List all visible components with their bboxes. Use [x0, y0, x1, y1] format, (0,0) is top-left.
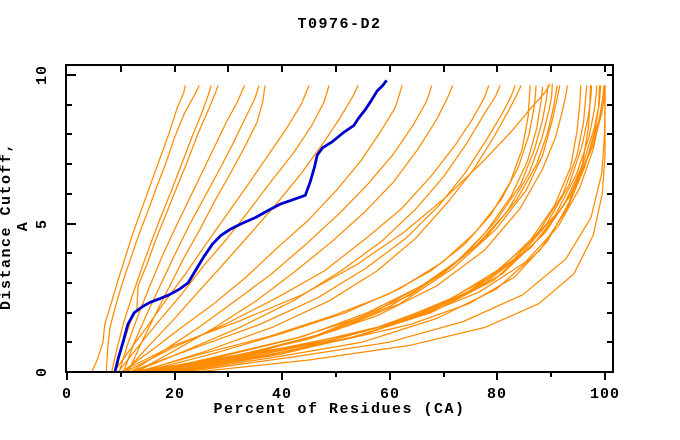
plot-frame — [65, 64, 614, 373]
model-curve — [121, 85, 403, 373]
x-axis-title: Percent of Residues (CA) — [213, 401, 466, 418]
model-curve — [157, 85, 598, 373]
y-tick-label: 5 — [34, 219, 51, 229]
x-tick-label: 20 — [165, 386, 185, 403]
model-curve — [129, 85, 516, 373]
model-curve — [136, 85, 606, 373]
model-curve — [125, 85, 592, 373]
model-curve — [179, 85, 601, 373]
model-curve — [120, 83, 551, 373]
model-curve — [122, 85, 260, 373]
x-tick-label: 80 — [487, 386, 507, 403]
model-curve — [133, 85, 501, 373]
model-curve — [141, 85, 537, 373]
x-tick-label: 60 — [380, 386, 400, 403]
x-tick-label: 0 — [62, 386, 72, 403]
model-curve — [139, 85, 522, 373]
model-curve — [113, 85, 310, 373]
model-curve — [124, 85, 359, 373]
model-curve — [149, 85, 549, 373]
model-curve — [111, 85, 212, 373]
model-curve — [114, 85, 219, 373]
model-curve — [195, 85, 606, 373]
model-curve — [118, 85, 246, 373]
y-tick-label: 0 — [34, 367, 51, 377]
model-curve — [141, 85, 582, 373]
x-tick-label: 40 — [272, 386, 292, 403]
model-curve — [91, 85, 187, 373]
y-tick-label: 10 — [34, 65, 51, 85]
model-curve — [152, 85, 568, 373]
model-curve — [124, 85, 490, 373]
x-tick-label: 100 — [590, 386, 620, 403]
highlighted-model-curve — [113, 79, 388, 373]
model-curve — [130, 85, 433, 373]
plot-title: T0976-D2 — [297, 16, 382, 33]
model-curve — [105, 85, 200, 373]
model-curve — [162, 85, 561, 373]
model-curve — [127, 85, 266, 373]
